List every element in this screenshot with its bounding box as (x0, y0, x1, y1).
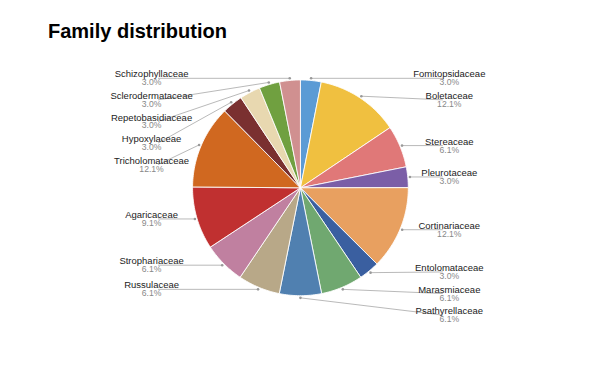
svg-text:12.1%: 12.1% (437, 229, 462, 239)
svg-text:Sclerodermataceae: Sclerodermataceae (110, 90, 193, 101)
svg-text:Cortinariaceae: Cortinariaceae (418, 219, 481, 231)
svg-text:3.0%: 3.0% (142, 99, 162, 109)
svg-text:3.0%: 3.0% (142, 120, 162, 130)
svg-text:3.0%: 3.0% (439, 77, 459, 87)
svg-text:Russulaceae: Russulaceae (124, 279, 179, 291)
svg-text:6.1%: 6.1% (439, 145, 459, 155)
svg-text:Schizophyllaceae: Schizophyllaceae (114, 68, 189, 80)
svg-text:9.1%: 9.1% (142, 218, 162, 228)
svg-text:Boletaceae: Boletaceae (425, 90, 473, 101)
svg-text:Strophariaceae: Strophariaceae (119, 255, 184, 267)
svg-text:Fomitopsidaceae: Fomitopsidaceae (413, 68, 486, 80)
svg-text:12.1%: 12.1% (437, 99, 462, 109)
svg-text:Agaricaceae: Agaricaceae (125, 209, 178, 221)
svg-text:3.0%: 3.0% (142, 77, 162, 87)
svg-text:3.0%: 3.0% (439, 271, 459, 281)
svg-text:3.0%: 3.0% (142, 142, 162, 152)
svg-text:Hypoxylaceae: Hypoxylaceae (121, 133, 182, 145)
html-text:Family distribution: Family distribution (48, 20, 227, 42)
svg-text:6.1%: 6.1% (142, 264, 162, 274)
svg-text:Tricholomataceae: Tricholomataceae (114, 154, 190, 166)
svg-text:Stereaceae: Stereaceae (425, 135, 474, 147)
svg-text:Repetobasidiaceae: Repetobasidiaceae (111, 111, 193, 123)
svg-text:6.1%: 6.1% (439, 293, 459, 303)
svg-text:Marasmiaceae: Marasmiaceae (418, 283, 481, 295)
svg-text:Psathyrellaceae: Psathyrellaceae (415, 305, 483, 317)
svg-text:12.1%: 12.1% (139, 164, 164, 174)
svg-text:Entolomataceae: Entolomataceae (415, 262, 484, 274)
svg-text:3.0%: 3.0% (439, 176, 459, 186)
svg-text:Pleurotaceae: Pleurotaceae (421, 167, 478, 179)
svg-text:6.1%: 6.1% (439, 314, 459, 324)
svg-text:6.1%: 6.1% (142, 288, 162, 298)
